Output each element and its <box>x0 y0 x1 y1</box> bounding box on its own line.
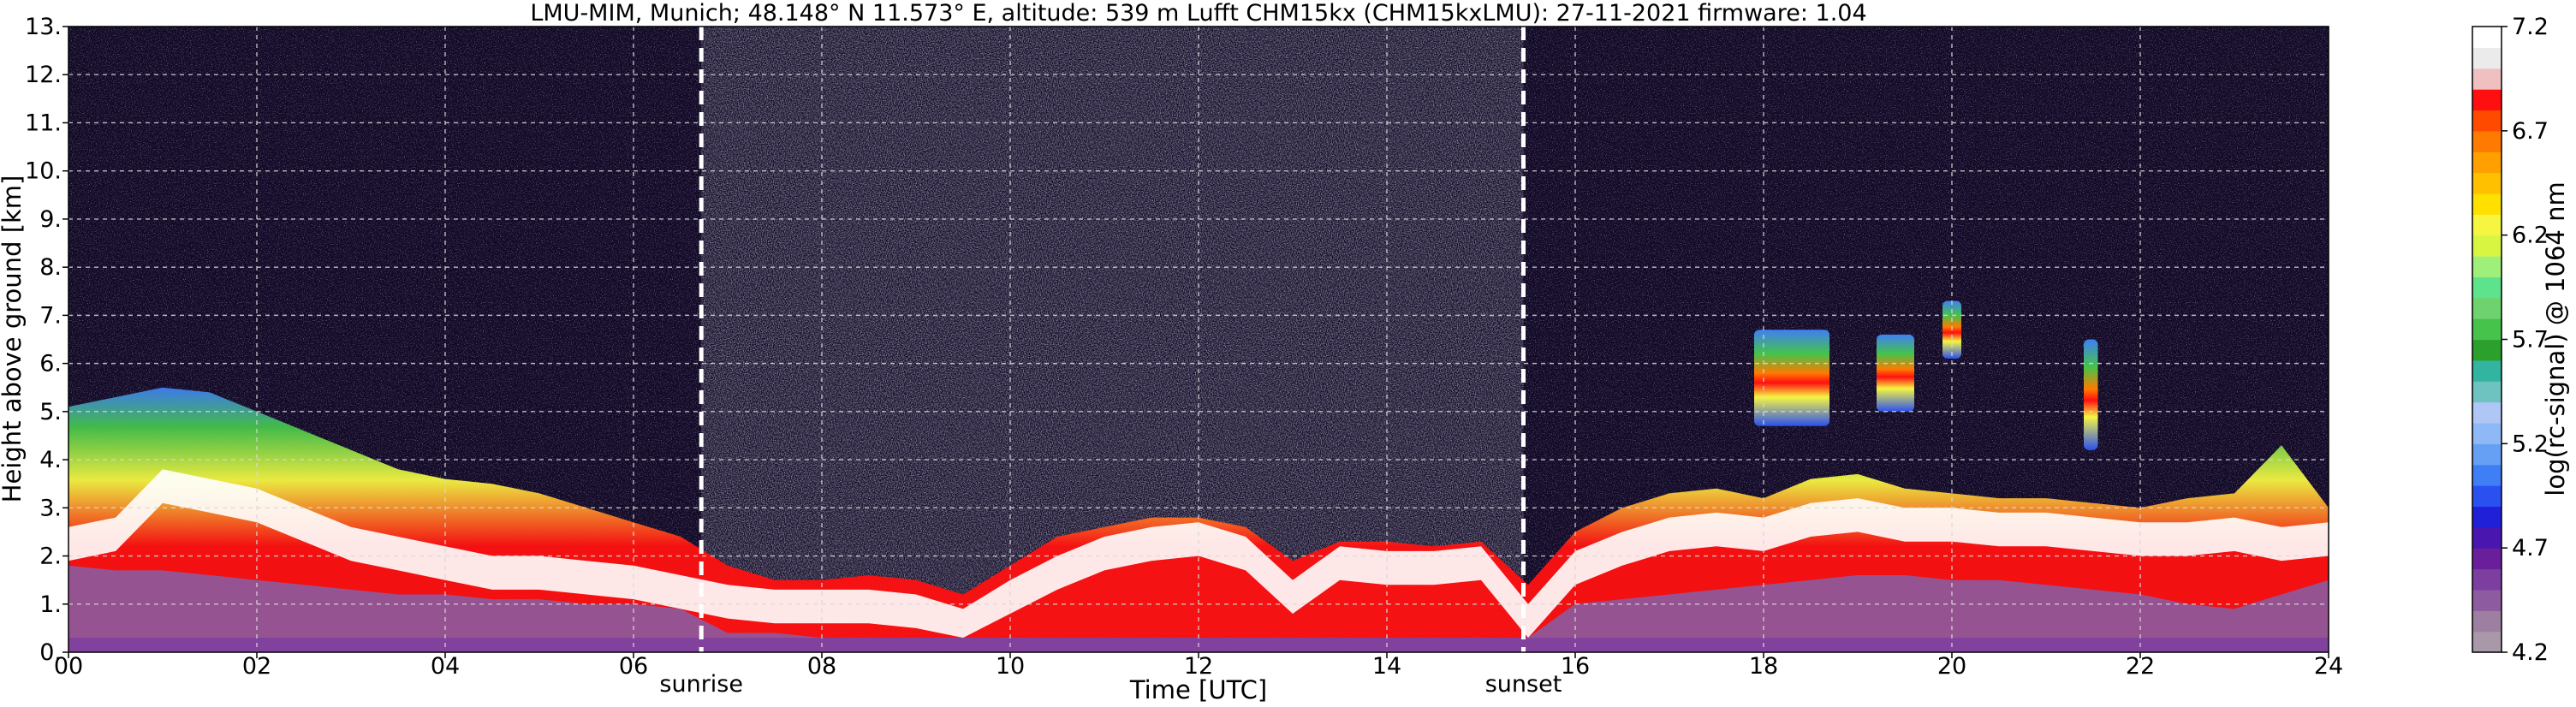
colorbar-segment <box>2472 485 2502 508</box>
plot-frame <box>68 26 2329 653</box>
y-tick-label: 2. <box>39 544 62 570</box>
elevated-aerosol-layers <box>1754 300 2098 450</box>
colorbar-segment <box>2472 27 2502 48</box>
colorbar-tick-label: 4.2 <box>2512 639 2549 666</box>
colorbar-label: log(rc-signal) @ 1064 nm <box>2541 181 2570 496</box>
y-axis-label: Height above ground [km] <box>0 175 27 503</box>
colorbar-segment <box>2472 610 2502 633</box>
colorbar-segment <box>2472 47 2502 69</box>
colorbar-segment <box>2472 297 2502 319</box>
x-axis-ticks: 00 02 04 06 08 10 12 14 16 18 20 22 24 <box>54 652 2343 680</box>
colorbar-segment <box>2472 172 2502 194</box>
colorbar-tick-label: 6.2 <box>2512 223 2549 249</box>
x-tick-label: 12 <box>1184 653 1213 680</box>
colorbar-tick-label: 6.7 <box>2512 118 2549 145</box>
elevated-layer <box>1877 334 1914 412</box>
y-tick-label: 1. <box>39 591 62 618</box>
y-tick-label: 9. <box>39 206 62 233</box>
x-tick-label: 20 <box>1937 653 1966 680</box>
event-label-sunset: sunset <box>1485 671 1562 698</box>
grid <box>68 27 2329 652</box>
event-label-sunrise: sunrise <box>659 671 743 698</box>
y-tick-label: 11. <box>25 110 62 136</box>
x-tick-label: 16 <box>1561 653 1590 680</box>
y-tick-label: 10. <box>25 158 62 185</box>
y-tick-label: 6. <box>39 351 62 377</box>
x-tick-label: 14 <box>1372 653 1401 680</box>
colorbar-segment <box>2472 381 2502 403</box>
x-tick-label: 10 <box>996 653 1025 680</box>
x-tick-label: 04 <box>431 653 460 680</box>
x-tick-label: 18 <box>1749 653 1778 680</box>
y-tick-label: 13. <box>25 14 62 40</box>
colorbar-segment <box>2472 589 2502 611</box>
colorbar-segment <box>2472 256 2502 277</box>
elevated-layer <box>2084 339 2098 450</box>
colorbar-segment <box>2472 526 2502 549</box>
x-tick-label: 08 <box>807 653 836 680</box>
colorbar-segment <box>2472 276 2502 299</box>
colorbar-segment <box>2472 193 2502 215</box>
x-tick-label: 00 <box>54 653 83 680</box>
colorbar-segment <box>2472 130 2502 152</box>
y-tick-label: 5. <box>39 399 62 425</box>
colorbar-segment <box>2472 339 2502 361</box>
colorbar-tick-label: 7.2 <box>2512 14 2549 40</box>
elevated-layer <box>1754 330 1829 426</box>
y-tick-label: 4. <box>39 447 62 473</box>
event-lines: sunrise sunset <box>659 27 1562 698</box>
colorbar-segment <box>2472 631 2502 653</box>
y-tick-label: 8. <box>39 254 62 281</box>
y-tick-label: 0. <box>39 639 62 666</box>
colorbar-segment <box>2472 464 2502 486</box>
y-tick-label: 3. <box>39 495 62 521</box>
colorbar: 4.2 4.7 5.2 5.7 6.2 6.7 7.2 <box>2472 14 2549 666</box>
colorbar-segment <box>2472 152 2502 174</box>
colorbar-segment <box>2472 89 2502 111</box>
colorbar-tick-label: 4.7 <box>2512 535 2549 561</box>
x-tick-label: 22 <box>2126 653 2155 680</box>
colorbar-segment <box>2472 422 2502 444</box>
x-tick-label: 02 <box>242 653 271 680</box>
colorbar-segment <box>2472 401 2502 424</box>
colorbar-segment <box>2472 214 2502 236</box>
residual-layer-area <box>68 565 2329 652</box>
colorbar-segment <box>2472 235 2502 257</box>
y-axis-ticks: 0. 1. 2. 3. 4. 5. 6. 7. 8. 9. 10. 11. 12. 13. <box>25 14 68 666</box>
colorbar-tick-label: 5.7 <box>2512 327 2549 354</box>
y-tick-label: 12. <box>25 62 62 88</box>
colorbar-tick-label: 5.2 <box>2512 431 2549 457</box>
colorbar-segment <box>2472 359 2502 382</box>
colorbar-segment <box>2472 506 2502 528</box>
x-axis-label: Time [UTC] <box>1129 675 1267 704</box>
y-tick-label: 7. <box>39 302 62 329</box>
colorbar-segment <box>2472 68 2502 90</box>
colorbar-segment <box>2472 548 2502 570</box>
colorbar-segment <box>2472 110 2502 132</box>
colorbar-segment <box>2472 568 2502 591</box>
x-tick-label: 24 <box>2314 653 2343 680</box>
chart-title: LMU-MIM, Munich; 48.148° N 11.573° E, al… <box>530 0 1866 27</box>
colorbar-segment <box>2472 318 2502 341</box>
x-tick-label: 06 <box>619 653 648 680</box>
colorbar-segment <box>2472 443 2502 466</box>
